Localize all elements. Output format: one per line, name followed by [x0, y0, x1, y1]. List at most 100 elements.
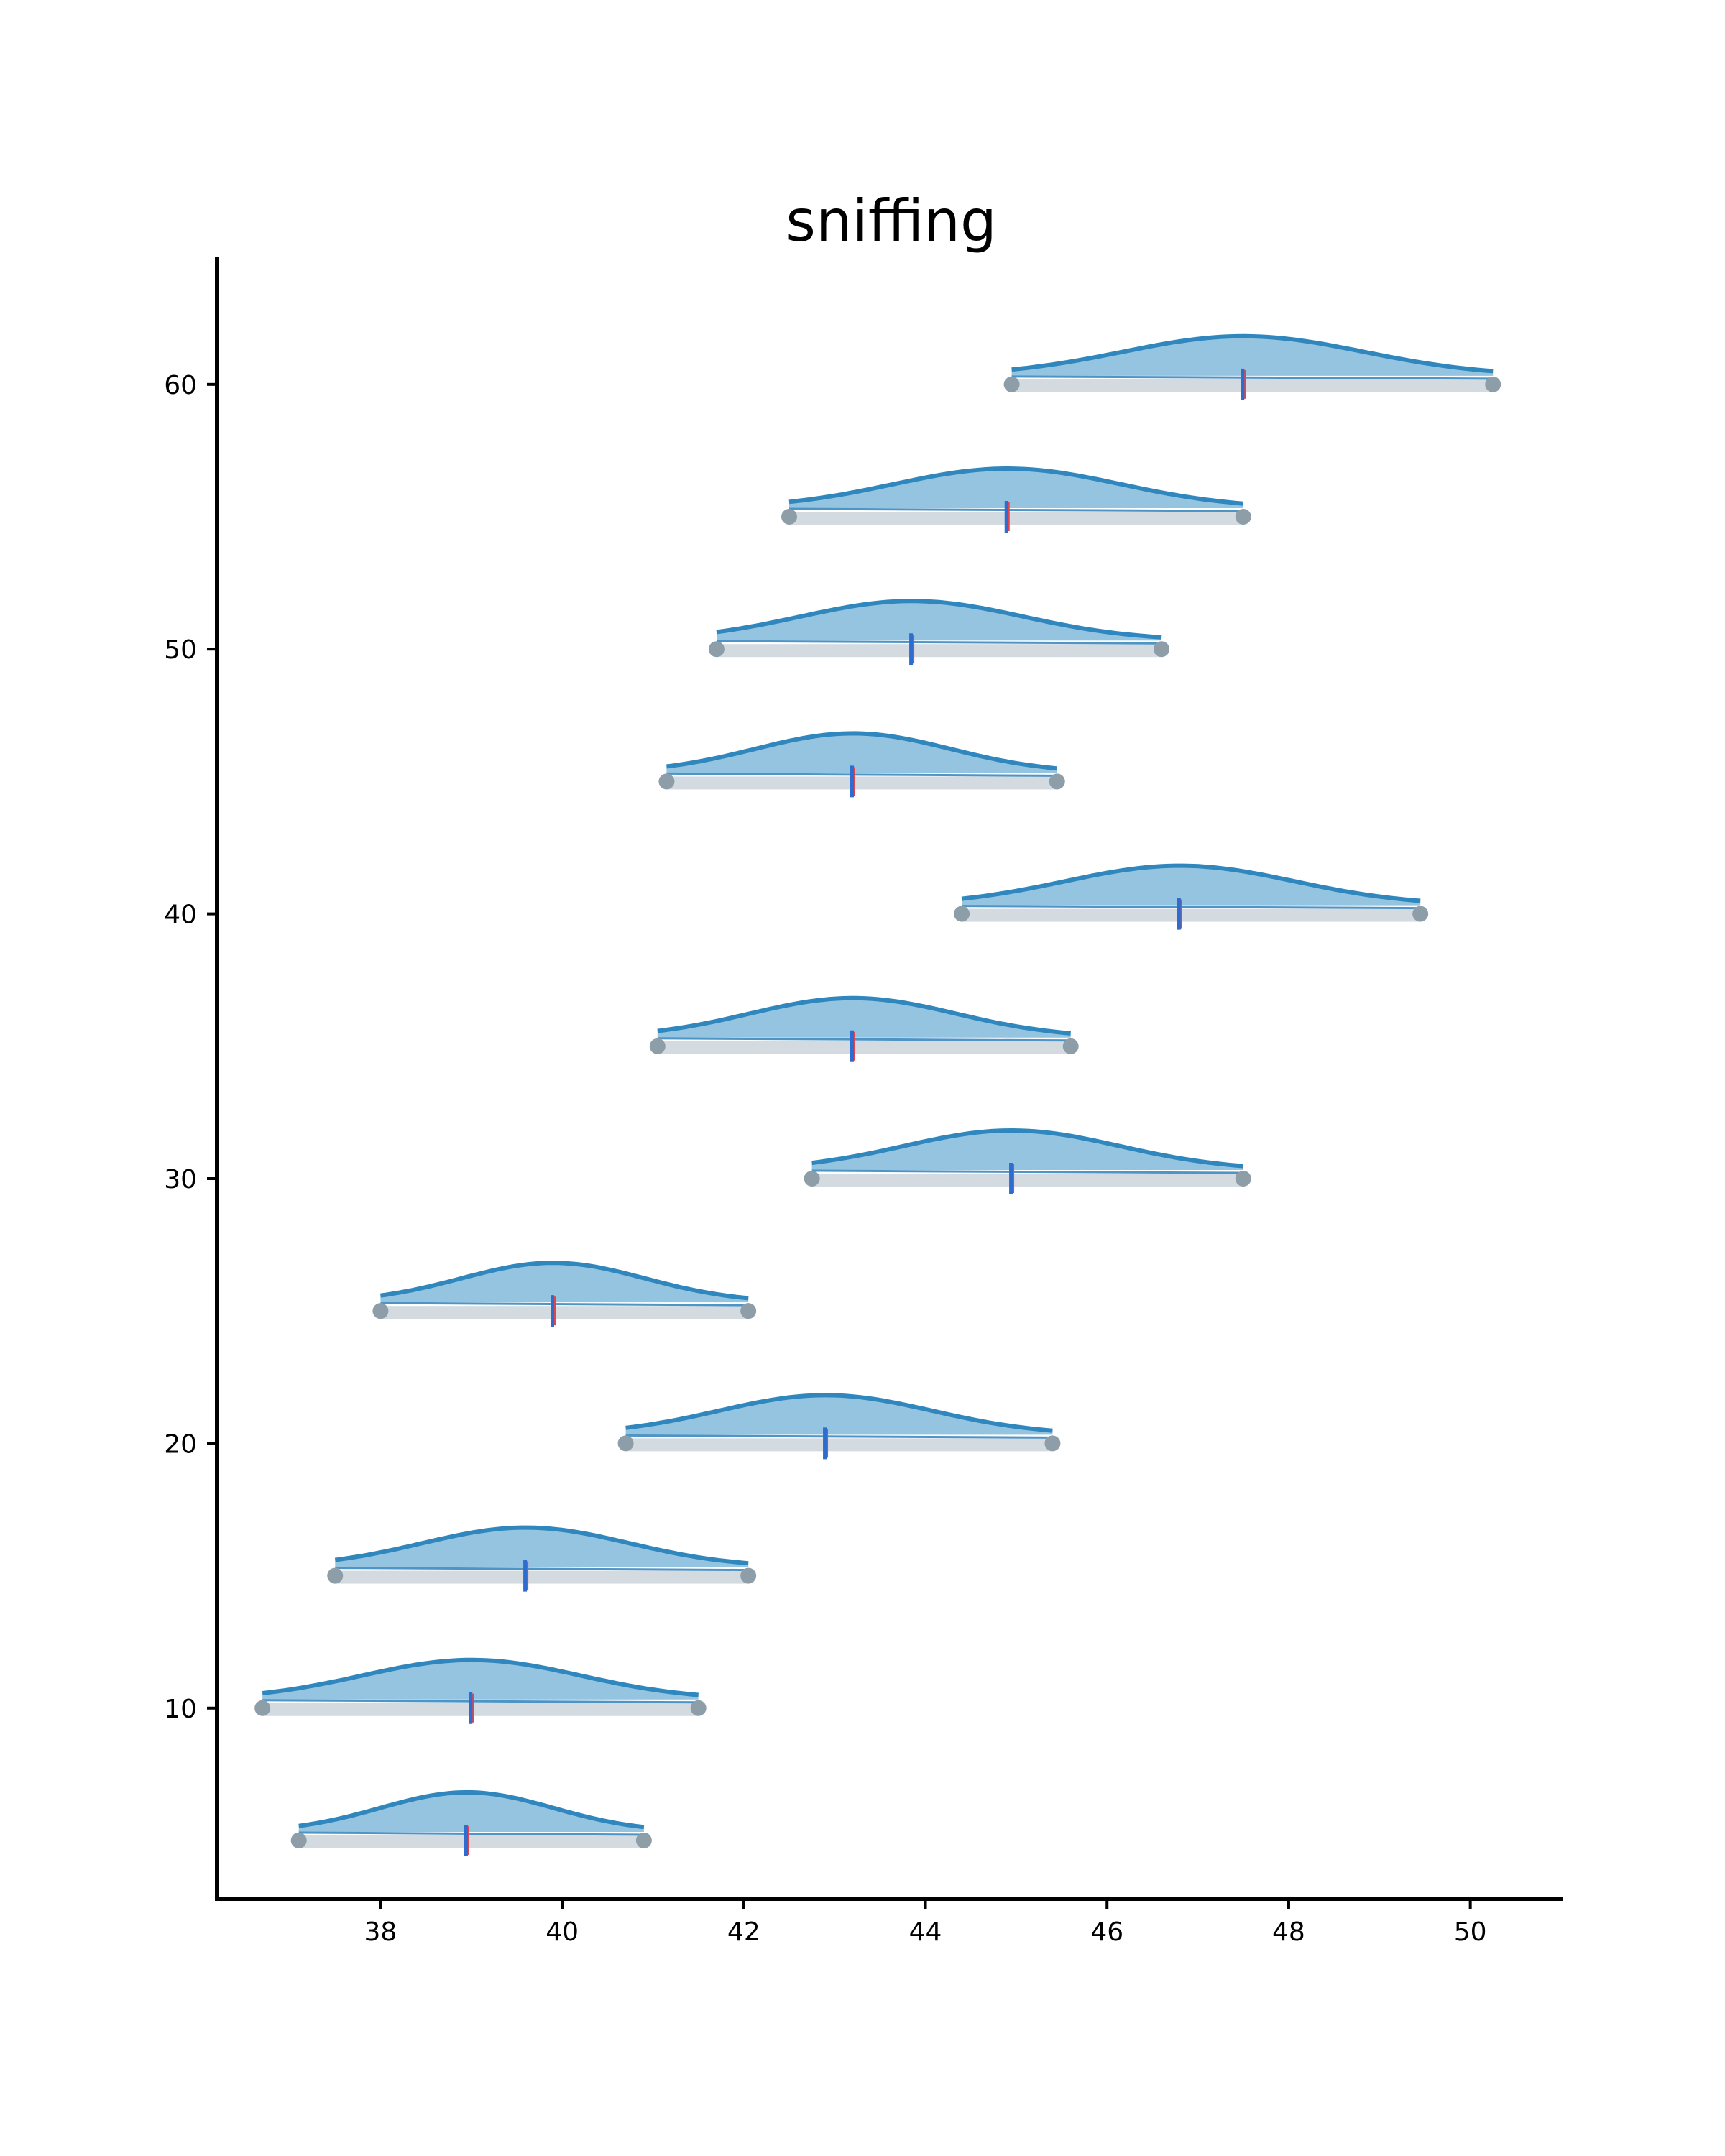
- density-chord: [298, 1831, 644, 1836]
- ci-bar: [657, 1041, 1071, 1054]
- ci-low-point: [1003, 376, 1020, 392]
- ridge-30: [804, 1128, 1251, 1194]
- ci-bar: [298, 1835, 644, 1848]
- ci-high-point: [690, 1700, 707, 1716]
- x-tick-label: 42: [727, 1917, 760, 1947]
- ridges-group: [254, 333, 1501, 1856]
- density-chord: [789, 507, 1243, 512]
- ridge-20: [617, 1393, 1061, 1460]
- density-area: [298, 1792, 644, 1832]
- y-tick-label: 40: [164, 900, 197, 930]
- density-outline: [625, 1393, 1053, 1433]
- density-outline: [811, 1128, 1244, 1169]
- density-chord: [380, 1302, 749, 1307]
- ci-high-point: [1235, 509, 1251, 525]
- density-area: [1011, 336, 1494, 376]
- ridge-55: [781, 466, 1251, 533]
- ci-low-point: [954, 906, 970, 922]
- ci-high-point: [740, 1303, 757, 1319]
- ci-bar: [811, 1173, 1243, 1187]
- x-tick-label: 44: [909, 1917, 942, 1947]
- density-chord: [811, 1169, 1243, 1174]
- x-tick-label: 46: [1090, 1917, 1123, 1947]
- x-tick-label: 50: [1454, 1917, 1487, 1947]
- ridge-5: [290, 1790, 652, 1856]
- density-area: [657, 998, 1071, 1038]
- ridge-50: [708, 599, 1170, 665]
- ci-high-point: [1044, 1435, 1061, 1452]
- ci-low-point: [804, 1170, 820, 1187]
- density-outline: [716, 599, 1162, 640]
- density-chord: [657, 1037, 1071, 1042]
- ci-bar: [1011, 379, 1494, 392]
- ridge-35: [649, 995, 1079, 1062]
- density-area: [262, 1659, 699, 1700]
- x-tick-label: 48: [1272, 1917, 1305, 1947]
- ci-low-point: [658, 773, 675, 790]
- ci-high-point: [1485, 376, 1501, 392]
- density-outline: [334, 1525, 749, 1566]
- ci-bar: [789, 512, 1243, 525]
- density-chord: [716, 640, 1162, 645]
- ci-low-point: [254, 1700, 271, 1716]
- ci-high-point: [1049, 773, 1065, 790]
- density-chord: [625, 1434, 1053, 1439]
- ci-low-point: [708, 641, 724, 658]
- y-tick-label: 30: [164, 1165, 197, 1194]
- ridge-45: [658, 731, 1065, 798]
- density-chord: [666, 772, 1057, 777]
- density-outline: [1011, 333, 1494, 374]
- x-ticks-group: 38 40 42 44 46 48 50: [364, 1899, 1487, 1947]
- ci-bar: [716, 644, 1162, 658]
- ridge-60: [1003, 333, 1501, 400]
- ci-high-point: [1235, 1170, 1251, 1187]
- ci-low-point: [781, 509, 798, 525]
- ci-low-point: [649, 1038, 666, 1054]
- density-area: [666, 733, 1057, 773]
- density-outline: [657, 995, 1071, 1036]
- y-tick-label: 10: [164, 1695, 197, 1724]
- ci-bar: [335, 1570, 749, 1584]
- ci-high-point: [740, 1567, 757, 1584]
- density-outline: [961, 863, 1421, 903]
- chart-title: sniffing: [786, 188, 996, 254]
- y-tick-label: 20: [164, 1429, 197, 1459]
- ci-low-point: [290, 1832, 307, 1848]
- ci-low-point: [617, 1435, 634, 1452]
- ci-high-point: [1062, 1038, 1079, 1054]
- ci-high-point: [635, 1832, 652, 1848]
- ci-low-point: [327, 1567, 344, 1584]
- density-chord: [1011, 375, 1494, 380]
- y-ticks-group: 10 20 30 40 50 60: [164, 371, 217, 1724]
- ci-bar: [380, 1306, 749, 1319]
- ci-bar: [625, 1438, 1053, 1452]
- density-chord: [262, 1699, 699, 1704]
- density-outline: [788, 466, 1244, 506]
- density-chord: [335, 1567, 749, 1572]
- x-tick-label: 40: [546, 1917, 579, 1947]
- density-area: [380, 1263, 749, 1303]
- density-area: [789, 469, 1243, 509]
- density-area: [962, 865, 1421, 906]
- y-tick-label: 50: [164, 635, 197, 665]
- density-outline: [666, 731, 1058, 771]
- ci-low-point: [372, 1303, 389, 1319]
- ci-bar: [666, 776, 1057, 790]
- ridge-15: [327, 1525, 757, 1592]
- density-area: [335, 1527, 749, 1567]
- y-tick-label: 60: [164, 371, 197, 400]
- ci-bar: [262, 1703, 699, 1716]
- ci-high-point: [1154, 641, 1170, 658]
- density-area: [625, 1395, 1053, 1435]
- ridge-40: [954, 863, 1429, 930]
- ridge-10: [254, 1657, 707, 1724]
- density-outline: [298, 1790, 645, 1830]
- density-outline: [380, 1261, 749, 1301]
- x-tick-label: 38: [364, 1917, 397, 1947]
- density-outline: [262, 1657, 699, 1697]
- ridge-25: [372, 1261, 757, 1327]
- density-area: [811, 1130, 1243, 1170]
- ci-high-point: [1412, 906, 1429, 922]
- density-chord: [962, 905, 1421, 910]
